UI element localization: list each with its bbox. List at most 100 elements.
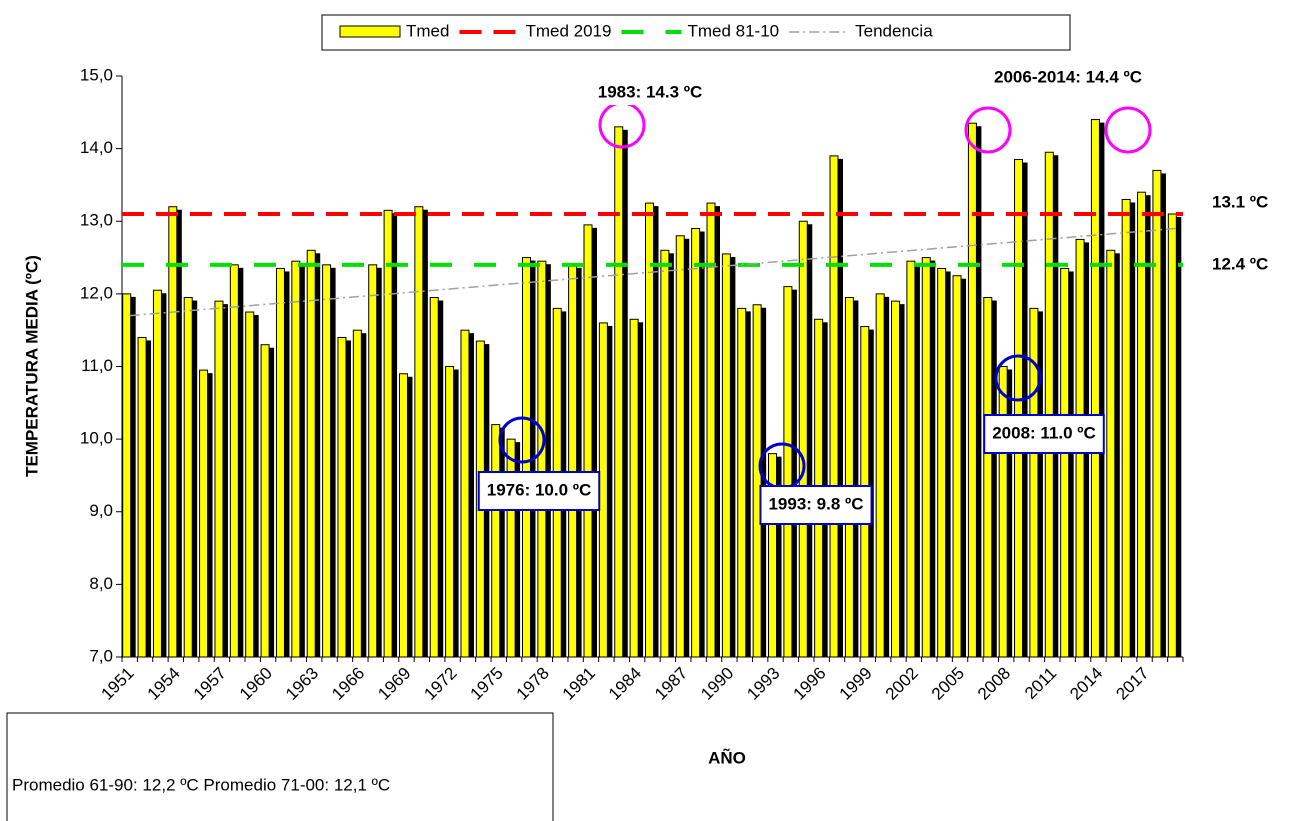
bar-shadow xyxy=(836,158,844,657)
bar-shadow xyxy=(1066,271,1074,657)
y-axis-title: TEMPERATURA MEDIA (ºC) xyxy=(22,255,41,477)
bar-shadow xyxy=(959,278,967,657)
bar xyxy=(229,264,239,658)
bar xyxy=(598,322,608,658)
annotation: 1976: 10.0 ºC xyxy=(487,480,592,499)
bar xyxy=(1121,198,1131,658)
highlight-circle xyxy=(498,416,546,464)
bar-shadow xyxy=(651,206,659,657)
bar-shadow xyxy=(220,304,228,657)
bar-shadow xyxy=(912,264,920,657)
bar xyxy=(921,257,931,658)
reference-label: 13.1 ºC xyxy=(1212,192,1268,211)
bar xyxy=(322,264,332,658)
bar-shadow xyxy=(943,271,951,657)
x-tick-label: 2002 xyxy=(882,664,922,704)
bar-shadow xyxy=(1112,253,1120,658)
annotation: 1983: 14.3 ºC xyxy=(598,82,703,101)
x-tick-label: 1954 xyxy=(144,664,184,704)
bar-shadow xyxy=(497,427,505,657)
bar xyxy=(583,224,593,658)
annotation: 2006-2014: 14.4 ºC xyxy=(994,67,1142,86)
y-tick-label: 8,0 xyxy=(89,574,113,593)
bar xyxy=(768,453,778,658)
x-tick-label: 1957 xyxy=(190,664,230,704)
bar xyxy=(798,220,808,658)
bar xyxy=(783,286,793,658)
bar xyxy=(398,373,408,658)
bar-shadow xyxy=(405,376,413,657)
bar-shadow xyxy=(205,373,213,657)
bar xyxy=(152,289,162,658)
x-tick-label: 1966 xyxy=(328,664,368,704)
bar-shadow xyxy=(128,296,136,657)
x-tick-label: 1981 xyxy=(559,664,599,704)
bar xyxy=(737,307,747,658)
bar-shadow xyxy=(1020,162,1028,658)
bar xyxy=(460,329,470,658)
x-tick-label: 1963 xyxy=(282,664,322,704)
bar xyxy=(937,267,947,658)
bar-shadow xyxy=(989,300,997,657)
x-tick-label: 2008 xyxy=(974,664,1014,704)
x-tick-label: 1951 xyxy=(98,664,138,704)
bar xyxy=(199,369,209,658)
bar-shadow xyxy=(1097,122,1105,657)
bar-shadow xyxy=(897,304,905,657)
bar-shadow xyxy=(236,267,244,657)
bar-shadow xyxy=(789,289,797,657)
bar-shadow xyxy=(1051,155,1059,657)
bar-shadow xyxy=(451,369,459,657)
annotation-bg xyxy=(589,81,711,105)
bar xyxy=(568,264,578,658)
reference-label: 12.4 ºC xyxy=(1212,254,1268,273)
note-box xyxy=(6,712,554,821)
annotation: 1993: 9.8 ºC xyxy=(768,494,863,513)
bar-shadow xyxy=(174,209,182,657)
bar xyxy=(506,438,516,658)
legend-box xyxy=(321,14,1071,51)
bar-shadow xyxy=(282,271,290,657)
bar-shadow xyxy=(390,213,398,657)
legend-label: Tmed 2019 xyxy=(525,21,611,40)
bar-shadow xyxy=(313,253,321,658)
bar xyxy=(168,206,178,658)
bar xyxy=(122,293,132,658)
bar xyxy=(844,297,854,658)
legend-label: Tendencia xyxy=(855,21,933,40)
y-tick-label: 13,0 xyxy=(80,211,113,230)
bar-shadow xyxy=(267,347,275,657)
bar xyxy=(491,424,501,658)
x-tick-label: 1972 xyxy=(420,664,460,704)
legend-swatch xyxy=(339,25,401,38)
annotation-box xyxy=(477,471,601,511)
bar-shadow xyxy=(682,238,690,657)
bar xyxy=(275,267,285,658)
bar-shadow xyxy=(805,224,813,657)
annotation-bg xyxy=(986,66,1150,90)
bar-shadow xyxy=(343,340,351,657)
bar xyxy=(260,344,270,658)
bar xyxy=(1014,159,1024,658)
x-tick-label: 1969 xyxy=(374,664,414,704)
bar xyxy=(660,249,670,658)
bar xyxy=(829,155,839,658)
bar-shadow xyxy=(851,300,859,657)
bar xyxy=(383,209,393,658)
bar xyxy=(1060,267,1070,658)
bar xyxy=(1137,191,1147,658)
bar-shadow xyxy=(589,227,597,657)
bar-shadow xyxy=(928,260,936,657)
bar-shadow xyxy=(882,296,890,657)
bar xyxy=(752,304,762,658)
bar-shadow xyxy=(1128,202,1136,657)
bar xyxy=(875,293,885,658)
bar xyxy=(1152,169,1162,658)
bar xyxy=(368,264,378,658)
bar-shadow xyxy=(436,300,444,657)
y-tick-label: 11,0 xyxy=(81,356,113,375)
bar xyxy=(537,260,547,658)
bar-shadow xyxy=(974,126,982,658)
bar xyxy=(891,300,901,658)
